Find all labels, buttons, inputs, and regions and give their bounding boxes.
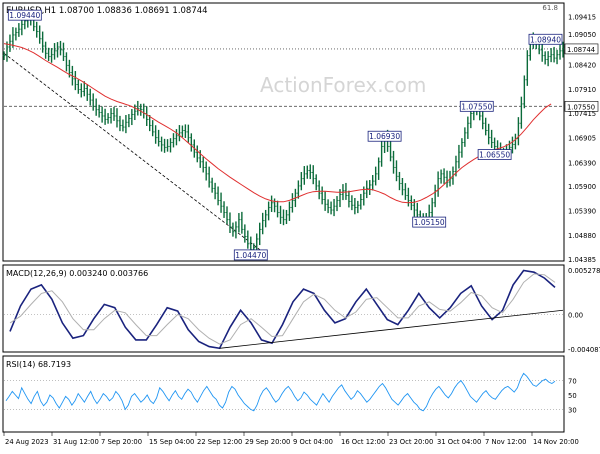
watermark: ActionForex.com [260, 73, 426, 97]
price-y-tick-label: 1.08420 [568, 61, 596, 69]
annotation-label: 1.06550 [479, 151, 510, 160]
axis-labels: 1.09415 1.09050 1.08420 1.07910 1.07415 1.069… [3, 13, 600, 446]
macd-plot [4, 269, 564, 350]
rsi-plot [4, 372, 563, 412]
x-tick-label: 7 Nov 12:00 [485, 438, 527, 446]
macd-y-tick-label: 0.00 [568, 311, 583, 319]
x-tick-label: 16 Oct 12:00 [341, 438, 385, 446]
x-tick-label: 15 Sep 04:00 [149, 438, 194, 446]
macd-trendline [219, 309, 564, 349]
price-panel-title: EURUSD,H1 1.08700 1.08836 1.08691 1.0874… [6, 6, 208, 16]
x-tick-label: 14 Nov 20:00 [533, 438, 579, 446]
annotation-box [367, 130, 402, 142]
annotation-label: 1.04470 [235, 251, 266, 260]
price-y-tick-label: 1.06905 [568, 134, 596, 142]
rsi-y-tick-label: 70 [568, 378, 577, 386]
rsi-y-tick-label: 50 [568, 392, 577, 400]
x-tick-label: 29 Sep 20:00 [245, 438, 290, 446]
x-tick-label: 22 Sep 12:00 [197, 438, 242, 446]
price-y-tick-label: 1.09415 [568, 13, 596, 21]
x-tick-label: 7 Sep 20:00 [101, 438, 142, 446]
x-tick-label: 23 Oct 20:00 [389, 438, 433, 446]
macd-y-tick-label: -0.004087 [568, 346, 600, 354]
x-tick-label: 24 Aug 2023 [5, 438, 49, 446]
rsi-line [5, 372, 556, 412]
price-tag-label: 1.08744 [567, 46, 595, 54]
rsi-panel-title: RSI(14) 68.7193 [6, 360, 71, 369]
macd-line [9, 269, 556, 350]
price-tag-label: 1.07550 [567, 103, 595, 111]
price-y-tick-label: 1.05900 [568, 183, 596, 191]
annotation-label: 1.06930 [369, 132, 400, 141]
price-y-tick-label: 1.09050 [568, 31, 596, 39]
annotation-box [477, 149, 512, 160]
ma-line [3, 43, 552, 204]
x-tick-label: 31 Aug 12:00 [53, 438, 99, 446]
price-y-tick-label: 1.07910 [568, 86, 596, 94]
annotation-box [459, 100, 494, 112]
price-y-tick-label: 1.04385 [568, 256, 596, 264]
annotation-label: 1.08940 [530, 35, 561, 44]
price-tag [564, 101, 599, 112]
macd-signal-line [9, 273, 556, 345]
price-y-tick-label: 1.04880 [568, 232, 596, 240]
annotation-box [412, 216, 447, 228]
annotation-label: 1.05150 [414, 218, 445, 227]
macd-panel-frame [2, 264, 565, 353]
price-trendline [3, 52, 260, 250]
annotation-box [233, 249, 268, 261]
rsi-panel-frame [2, 355, 565, 433]
x-tick-label: 9 Oct 04:00 [293, 438, 333, 446]
annotation-label: 1.07550 [461, 102, 492, 111]
macd-panel-title: MACD(12,26,9) 0.003240 0.003766 [6, 269, 148, 278]
x-tick-label: 31 Oct 04:00 [437, 438, 481, 446]
price-y-tick-label: 1.05390 [568, 208, 596, 216]
rsi-y-tick-label: 30 [568, 406, 577, 414]
annotation-label: 1.09440 [9, 11, 40, 20]
price-y-tick-label: 1.07415 [568, 110, 596, 118]
price-tag [564, 43, 599, 55]
corner-value: 61.8 [542, 4, 558, 12]
macd-y-tick-label: 0.005278 [568, 267, 600, 275]
annotation-box [7, 9, 42, 21]
annotation-box [528, 33, 563, 45]
price-y-tick-label: 1.06390 [568, 159, 596, 167]
price-plot: 1.09440 1.04470 1.06930 1.05150 1.07550 1.065… [2, 9, 565, 261]
